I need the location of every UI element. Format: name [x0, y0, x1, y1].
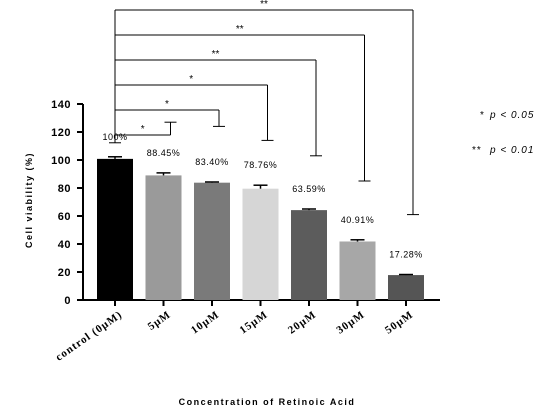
- legend-text: p < 0.05: [489, 110, 534, 121]
- data-label: 83.40%: [195, 157, 229, 167]
- x-tick-label: 15μM: [237, 309, 270, 337]
- x-axis: control (0μM) 5μM 10μM 15μM 20μM 30μM 50μM: [53, 299, 440, 364]
- y-tick-label: 0: [64, 295, 71, 307]
- bars: 100%88.45%83.40% 78.76%63.59%40.91%17.28%: [97, 132, 424, 300]
- data-label: 40.91%: [341, 215, 375, 225]
- y-tick-label: 120: [51, 127, 71, 139]
- bar: [388, 275, 424, 300]
- y-tick-label: 80: [58, 183, 71, 195]
- x-axis-title: Concentration of Retinoic Acid: [179, 397, 356, 407]
- x-tick-label: 20μM: [286, 309, 319, 337]
- bar: [339, 241, 376, 300]
- significance-stars: *: [165, 99, 169, 110]
- y-axis: 0 20 40 60 80 100 120 140: [51, 99, 84, 307]
- data-label: 78.76%: [244, 160, 278, 170]
- x-tick-label: 10μM: [189, 309, 222, 337]
- y-axis-title: Cell viability (%): [24, 152, 34, 248]
- y-tick-label: 40: [58, 239, 71, 251]
- legend-stars: *: [480, 110, 485, 121]
- significance-brackets: *********: [109, 0, 419, 216]
- bar: [145, 175, 182, 300]
- legend-stars: **: [472, 145, 482, 156]
- y-tick-label: 60: [58, 211, 71, 223]
- bar: [242, 188, 279, 300]
- bar: [97, 158, 133, 300]
- y-tick-label: 100: [51, 155, 71, 167]
- significance-stars: *: [189, 74, 193, 85]
- x-tick-label: control (0μM): [53, 309, 124, 364]
- significance-stars: **: [260, 0, 268, 10]
- significance-stars: **: [212, 49, 220, 60]
- bar: [194, 182, 230, 300]
- significance-stars: *: [141, 124, 145, 135]
- data-label: 17.28%: [389, 250, 423, 260]
- x-tick-label: 5μM: [146, 309, 173, 333]
- y-tick-label: 140: [51, 99, 71, 111]
- x-tick-label: 30μM: [334, 309, 367, 337]
- significance-stars: **: [236, 24, 244, 35]
- bar: [291, 210, 327, 300]
- x-tick-label: 50μM: [383, 309, 416, 337]
- legend: * p < 0.05 ** p < 0.01: [472, 110, 534, 156]
- data-label: 63.59%: [292, 184, 326, 194]
- y-tick-label: 20: [58, 267, 71, 279]
- legend-text: p < 0.01: [489, 145, 534, 156]
- data-label: 88.45%: [147, 148, 181, 158]
